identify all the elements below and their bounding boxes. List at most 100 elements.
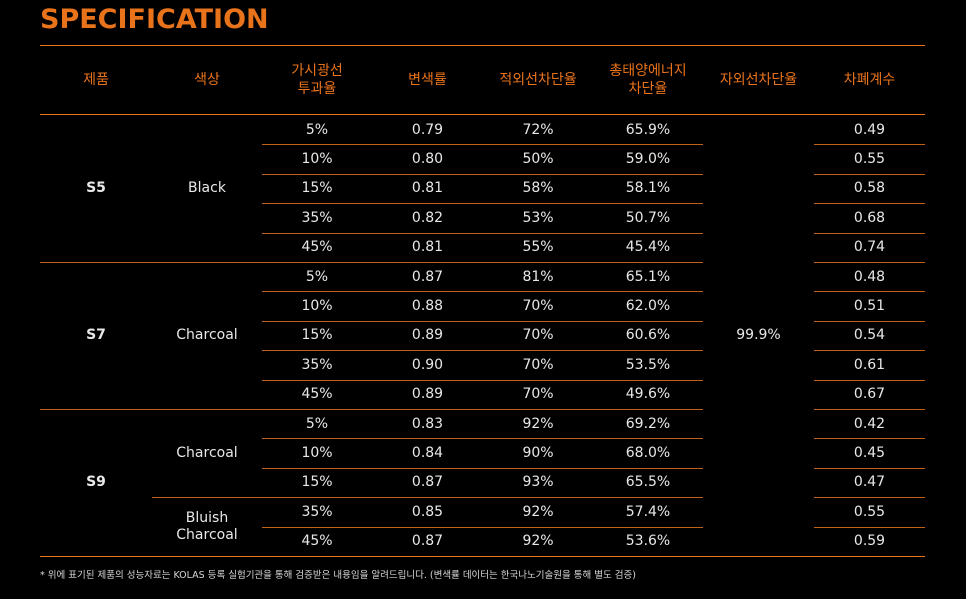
cell-change-rate: 0.82 [411, 209, 444, 226]
header-vlt: 가시광선 투과율 [291, 63, 343, 97]
footnote: * 위에 표기된 제품의 성능자료는 KOLAS 등록 실험기관을 통해 검증받… [40, 570, 636, 581]
row-divider [262, 144, 703, 145]
cell-shading-coefficient: 0.68 [853, 209, 886, 226]
cell-change-rate: 0.81 [411, 239, 444, 256]
row-divider [262, 468, 703, 469]
cell-shading-coefficient: 0.42 [853, 415, 886, 432]
product-s7: S7 [86, 327, 106, 343]
header-product: 제품 [83, 72, 109, 88]
cell-shading-coefficient: 0.74 [853, 239, 886, 256]
cell-ir-rejection: 92% [522, 503, 554, 520]
cell-change-rate: 0.80 [411, 150, 444, 167]
row-divider [40, 409, 703, 410]
row-divider [262, 203, 703, 204]
cell-change-rate: 0.89 [411, 327, 444, 344]
row-divider [814, 203, 925, 204]
cell-shading-coefficient: 0.61 [853, 356, 886, 373]
cell-change-rate: 0.90 [411, 356, 444, 373]
row-divider [814, 380, 925, 381]
cell-shading-coefficient: 0.58 [853, 180, 886, 197]
top-divider [40, 45, 925, 46]
cell-ir-rejection: 90% [522, 444, 554, 461]
cell-shading-coefficient: 0.54 [853, 327, 886, 344]
cell-tser: 65.1% [625, 268, 671, 285]
product-s5: S5 [86, 180, 106, 196]
cell-vlt: 10% [301, 150, 333, 167]
cell-tser: 50.7% [625, 209, 671, 226]
color-s5: Black [188, 180, 226, 196]
cell-ir-rejection: 70% [522, 386, 554, 403]
cell-vlt: 35% [301, 503, 333, 520]
cell-shading-coefficient: 0.55 [853, 503, 886, 520]
row-divider [262, 350, 703, 351]
row-divider [262, 174, 703, 175]
cell-ir-rejection: 58% [522, 180, 554, 197]
bottom-divider [40, 556, 925, 557]
cell-ir-rejection: 53% [522, 209, 554, 226]
row-divider [814, 321, 925, 322]
row-divider [262, 233, 703, 234]
row-divider [814, 468, 925, 469]
color-s7: Charcoal [176, 327, 238, 343]
color-s9-bluish-charcoal: Bluish Charcoal [176, 510, 238, 543]
cell-change-rate: 0.83 [411, 415, 444, 432]
row-divider [262, 527, 703, 528]
cell-vlt: 5% [305, 415, 329, 432]
row-divider [262, 291, 703, 292]
cell-tser: 65.9% [625, 121, 671, 138]
cell-shading-coefficient: 0.48 [853, 268, 886, 285]
header-shading-coefficient: 차폐계수 [843, 72, 896, 88]
cell-tser: 68.0% [625, 444, 671, 461]
cell-shading-coefficient: 0.49 [853, 121, 886, 138]
cell-tser: 60.6% [625, 327, 671, 344]
cell-ir-rejection: 70% [522, 297, 554, 314]
cell-vlt: 35% [301, 209, 333, 226]
cell-vlt: 15% [301, 474, 333, 491]
cell-vlt: 5% [305, 121, 329, 138]
cell-change-rate: 0.81 [411, 180, 444, 197]
header-uv-rejection: 자외선차단율 [719, 72, 798, 88]
header-color: 색상 [194, 72, 220, 88]
cell-ir-rejection: 81% [522, 268, 554, 285]
cell-vlt: 10% [301, 444, 333, 461]
cell-shading-coefficient: 0.67 [853, 386, 886, 403]
row-divider [814, 438, 925, 439]
cell-change-rate: 0.84 [411, 444, 444, 461]
row-divider [152, 497, 703, 498]
row-divider [814, 497, 925, 498]
uv-rejection-value: 99.9% [736, 327, 781, 343]
cell-ir-rejection: 92% [522, 533, 554, 550]
cell-vlt: 45% [301, 239, 333, 256]
header-divider [40, 114, 925, 115]
row-divider [814, 350, 925, 351]
cell-vlt: 35% [301, 356, 333, 373]
row-divider [814, 262, 925, 263]
cell-tser: 59.0% [625, 150, 671, 167]
cell-tser: 57.4% [625, 503, 671, 520]
cell-vlt: 10% [301, 297, 333, 314]
product-s9: S9 [86, 474, 106, 490]
cell-change-rate: 0.87 [411, 533, 444, 550]
row-divider [814, 233, 925, 234]
header-ir-rejection: 적외선차단율 [499, 72, 577, 88]
cell-shading-coefficient: 0.45 [853, 444, 886, 461]
cell-tser: 65.5% [625, 474, 671, 491]
cell-change-rate: 0.88 [411, 297, 444, 314]
cell-ir-rejection: 70% [522, 327, 554, 344]
row-divider [814, 174, 925, 175]
row-divider [262, 438, 703, 439]
cell-ir-rejection: 55% [522, 239, 554, 256]
cell-ir-rejection: 92% [522, 415, 554, 432]
cell-tser: 53.5% [625, 356, 671, 373]
cell-vlt: 15% [301, 180, 333, 197]
row-divider [814, 291, 925, 292]
row-divider [814, 144, 925, 145]
cell-tser: 53.6% [625, 533, 671, 550]
cell-vlt: 45% [301, 533, 333, 550]
cell-shading-coefficient: 0.47 [853, 474, 886, 491]
cell-change-rate: 0.87 [411, 268, 444, 285]
cell-shading-coefficient: 0.59 [853, 533, 886, 550]
header-change-rate: 변색률 [408, 72, 447, 88]
cell-ir-rejection: 70% [522, 356, 554, 373]
color-s9-charcoal: Charcoal [176, 444, 238, 461]
